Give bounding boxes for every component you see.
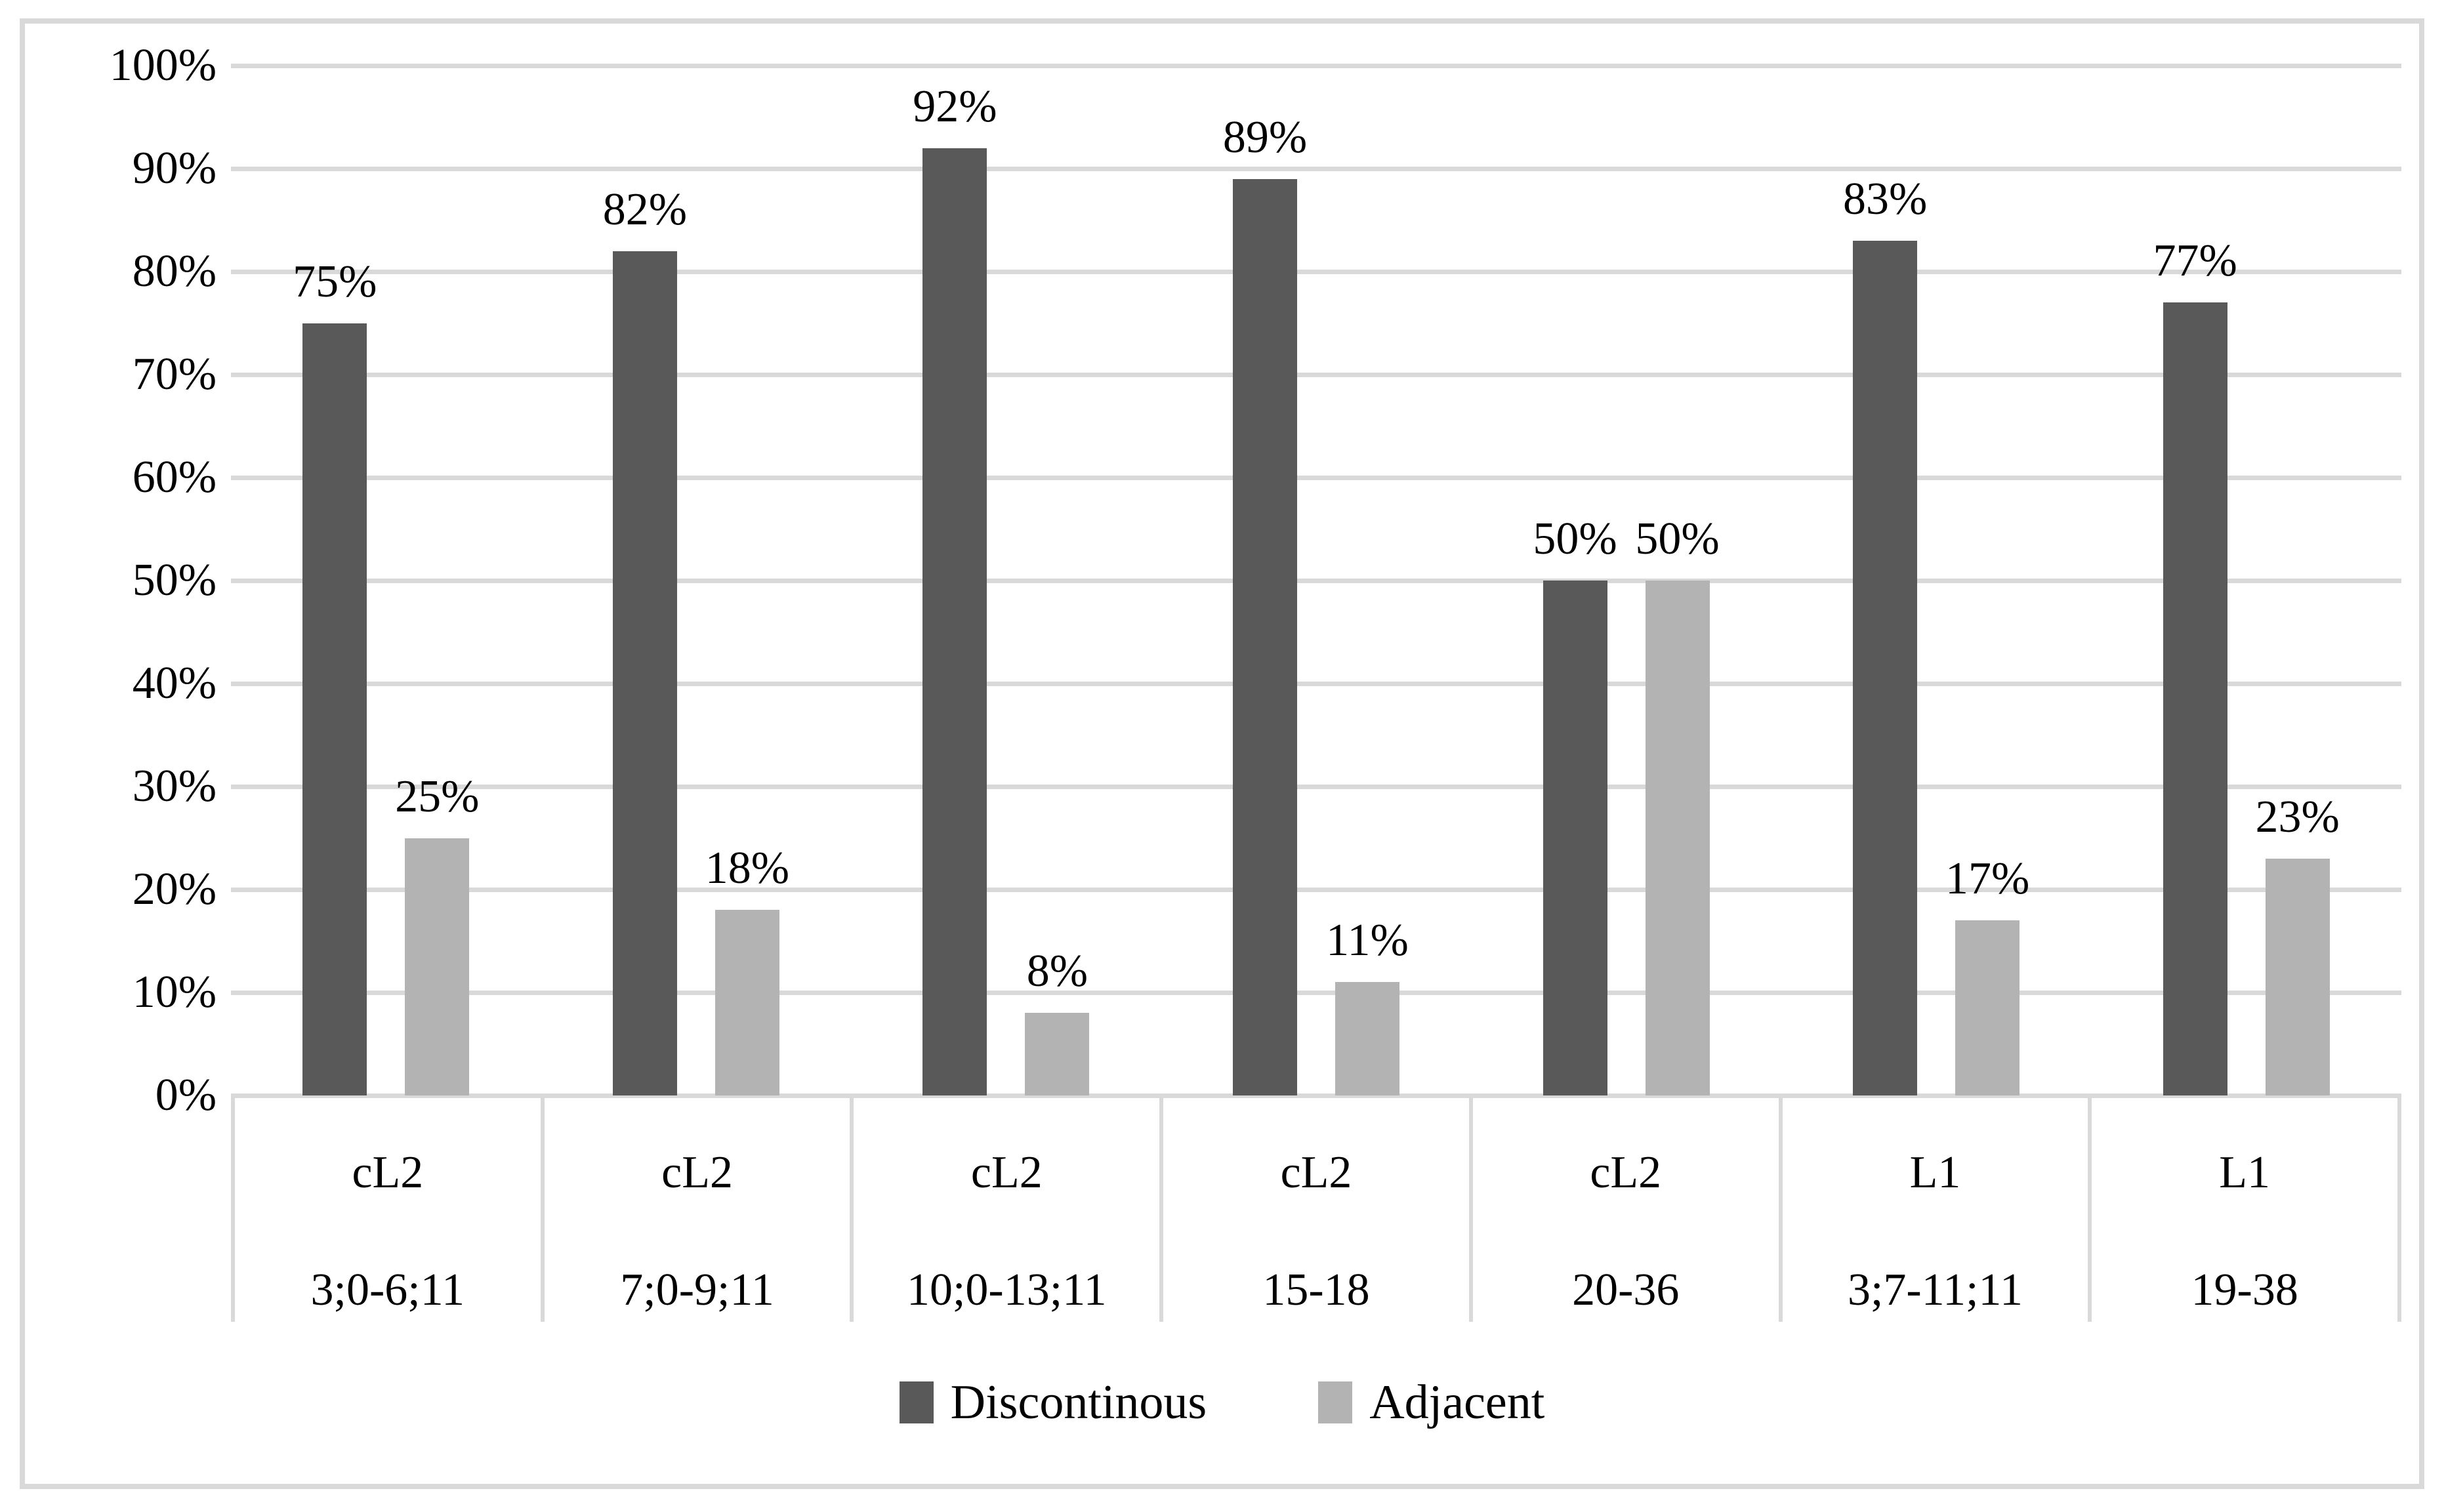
category-cell-L1-19-38: L1 19-38 [2088, 1095, 2402, 1322]
category-group-label: cL2 [970, 1147, 1043, 1198]
y-axis: 0% 10% 20% 30% 40% 50% 60% 70% 80% 90% 100% [39, 43, 217, 1118]
category-cell-cL2-20-36: cL2 20-36 [1468, 1095, 1779, 1322]
bar-adjacent-cL2-20-36 [1645, 581, 1710, 1095]
bar-discontinous-cL2-10;0-13;11 [922, 148, 987, 1095]
category-group-label: cL2 [1280, 1147, 1352, 1198]
legend-label-adjacent: Adjacent [1369, 1376, 1545, 1429]
category-group-label: L1 [1909, 1147, 1961, 1198]
gridline-30% [231, 785, 2401, 789]
bar-adjacent-cL2-10;0-13;11 [1025, 1013, 1090, 1095]
category-group-label: cL2 [352, 1147, 424, 1198]
plot-area: 75% 25% 82% 18% 92% 8% 89% 11% 50% 50% 83% 17% 77% 23… [231, 64, 2401, 1098]
data-label-adjacent-cL2-7;0-9;11: 18% [705, 843, 789, 894]
y-tick-label-30%: 30% [132, 761, 217, 811]
data-label-discontinous-L1-19-38: 77% [2153, 235, 2237, 287]
data-label-adjacent-cL2-10;0-13;11: 8% [1026, 946, 1088, 997]
data-label-adjacent-cL2-20-36: 50% [1635, 514, 1720, 564]
gridline-70% [231, 373, 2401, 377]
data-label-discontinous-cL2-15-18: 89% [1222, 112, 1308, 163]
y-tick-label-60%: 60% [132, 452, 217, 502]
category-range-label: 3;7-11;11 [1847, 1265, 2023, 1315]
gridline-0% [231, 1093, 2401, 1098]
category-range-label: 7;0-9;11 [620, 1265, 774, 1315]
y-tick-label-20%: 20% [132, 864, 217, 914]
bar-adjacent-cL2-3;0-6;11 [405, 838, 470, 1095]
data-label-discontinous-cL2-20-36: 50% [1533, 514, 1617, 564]
bar-discontinous-cL2-3;0-6;11 [302, 323, 367, 1095]
legend: Discontinous Adjacent [0, 1370, 2444, 1435]
bar-adjacent-L1-3;7-11;11 [1955, 920, 2020, 1095]
category-group-label: cL2 [661, 1147, 733, 1198]
chart-frame-border [20, 18, 2424, 1489]
data-label-adjacent-L1-19-38: 23% [2255, 791, 2340, 842]
y-tick-label-40%: 40% [132, 658, 217, 708]
data-label-discontinous-cL2-10;0-13;11: 92% [913, 81, 997, 132]
category-range-label: 3;0-6;11 [310, 1265, 465, 1315]
category-cell-L1-3;7-11;11: L1 3;7-11;11 [1778, 1095, 2088, 1322]
y-tick-label-0%: 0% [155, 1070, 217, 1120]
legend-swatch-adjacent [1318, 1381, 1353, 1423]
category-range-label: 20-36 [1572, 1265, 1680, 1315]
bar-adjacent-L1-19-38 [2265, 858, 2330, 1095]
gridline-60% [231, 476, 2401, 480]
gridline-40% [231, 682, 2401, 686]
gridline-10% [231, 991, 2401, 995]
data-label-adjacent-cL2-15-18: 11% [1326, 915, 1409, 966]
gridline-100% [231, 64, 2401, 68]
bar-discontinous-L1-19-38 [2163, 302, 2227, 1095]
data-label-adjacent-L1-3;7-11;11: 17% [1945, 853, 2030, 905]
bar-discontinous-L1-3;7-11;11 [1853, 240, 1918, 1095]
legend-item-discontinous: Discontinous [899, 1376, 1207, 1429]
category-cell-cL2-10;0-13;11: cL2 10;0-13;11 [850, 1095, 1159, 1322]
x-axis-category-table: cL2 3;0-6;11 cL2 7;0-9;11 cL2 10;0-13;11 cL2 15… [231, 1095, 2402, 1322]
category-cell-cL2-15-18: cL2 15-18 [1159, 1095, 1469, 1322]
y-tick-label-90%: 90% [132, 143, 217, 194]
category-range-label: 10;0-13;11 [906, 1265, 1107, 1315]
category-group-label: L1 [2219, 1147, 2271, 1198]
bar-discontinous-cL2-15-18 [1233, 178, 1297, 1095]
bar-adjacent-cL2-15-18 [1335, 982, 1399, 1095]
data-label-discontinous-cL2-7;0-9;11: 82% [602, 184, 687, 235]
bar-discontinous-cL2-7;0-9;11 [612, 251, 677, 1095]
legend-swatch-discontinous [899, 1381, 934, 1423]
gridline-80% [231, 270, 2401, 274]
category-range-label: 15-18 [1262, 1265, 1370, 1315]
data-label-discontinous-cL2-3;0-6;11: 75% [293, 256, 377, 307]
category-group-label: cL2 [1590, 1147, 1662, 1198]
bar-discontinous-cL2-20-36 [1543, 581, 1607, 1095]
y-tick-label-50%: 50% [132, 555, 217, 605]
legend-label-discontinous: Discontinous [950, 1376, 1207, 1429]
gridline-90% [231, 167, 2401, 171]
bar-adjacent-cL2-7;0-9;11 [715, 910, 779, 1095]
y-tick-label-10%: 10% [132, 967, 217, 1017]
gridline-20% [231, 888, 2401, 892]
category-cell-cL2-3;0-6;11: cL2 3;0-6;11 [231, 1095, 541, 1322]
legend-item-adjacent: Adjacent [1318, 1376, 1544, 1429]
category-range-label: 19-38 [2191, 1265, 2298, 1315]
y-tick-label-100%: 100% [109, 40, 217, 91]
data-label-discontinous-L1-3;7-11;11: 83% [1842, 173, 1928, 224]
y-tick-label-80%: 80% [132, 246, 217, 296]
gridline-50% [231, 579, 2401, 583]
y-tick-label-70%: 70% [132, 349, 217, 399]
category-cell-cL2-7;0-9;11: cL2 7;0-9;11 [540, 1095, 850, 1322]
data-label-adjacent-cL2-3;0-6;11: 25% [395, 771, 480, 822]
